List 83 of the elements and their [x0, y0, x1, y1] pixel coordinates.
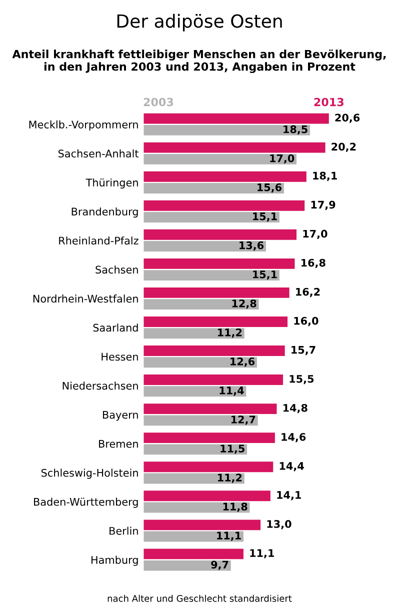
chart-subtitle: Anteil krankhaft fettleibiger Menschen an der Bevölkerung, in den Jahren 2003 und 2013, Angaben in Prozent [12, 49, 386, 74]
data-label: 15,5 [290, 375, 314, 384]
y-tick-label: Baden-Württemberg [34, 498, 138, 508]
y-tick-label: Bayern [102, 410, 138, 421]
y-tick-label: Thüringen [86, 178, 138, 189]
bar [144, 490, 270, 502]
bar [144, 462, 274, 472]
y-tick-label: Nordrhein-Westfalen [33, 294, 138, 303]
data-label: 12,8 [232, 299, 256, 309]
bar [144, 171, 306, 182]
bar [144, 386, 246, 397]
y-tick-label: Rheinland-Pfalz [59, 236, 138, 245]
bar [144, 415, 258, 426]
data-label: 15,7 [292, 346, 316, 356]
data-label: 13,6 [240, 241, 264, 251]
data-label: 20,2 [332, 142, 356, 152]
bar [144, 299, 259, 310]
bar [144, 548, 244, 560]
data-label: 15,1 [253, 212, 277, 222]
data-label: 11,1 [217, 532, 241, 541]
data-label: 18,1 [313, 172, 337, 181]
bar [144, 212, 280, 222]
y-tick-label: Hamburg [92, 556, 138, 566]
y-tick-label: Niedersachsen [62, 382, 138, 390]
data-label: 14,8 [283, 404, 308, 414]
data-label: 12,7 [231, 416, 256, 425]
data-label: 14,1 [277, 491, 301, 500]
data-label: 11,1 [250, 549, 274, 558]
bar [144, 404, 277, 414]
y-tick-label: Mecklb.-Vorpommern [29, 120, 138, 130]
bar [144, 142, 326, 153]
y-tick-label: Berlin [110, 526, 138, 535]
bar [144, 374, 284, 386]
bar [144, 560, 231, 571]
bar [144, 432, 275, 444]
data-label: 14,6 [282, 432, 306, 442]
bar [144, 154, 297, 164]
bar [144, 200, 305, 211]
y-tick-label: Brandenburg [72, 207, 138, 218]
bar [144, 270, 280, 281]
data-label: 11,8 [223, 502, 248, 512]
y-tick-label: Sachsen-Anhalt [58, 149, 139, 158]
data-label: 16,8 [301, 258, 326, 268]
data-label: 16,0 [294, 316, 318, 326]
bar [144, 473, 244, 484]
data-label: 20,6 [335, 114, 360, 123]
series-label: 2003 [144, 98, 174, 106]
bar [144, 182, 284, 194]
y-tick-label: Saarland [93, 324, 138, 332]
data-label: 16,2 [296, 288, 320, 298]
bar [144, 113, 329, 124]
chart-title: Der adipöse Osten [117, 14, 282, 32]
y-tick-label: Schleswig-Holstein [41, 468, 138, 479]
y-tick-label: Bremen [99, 440, 138, 448]
bar [144, 287, 290, 298]
bar [144, 328, 244, 339]
series-label: 2013 [314, 98, 344, 106]
bar [144, 444, 248, 455]
y-tick-label: Sachsen [96, 266, 138, 274]
data-label: 11,2 [218, 328, 242, 338]
data-label: 11,2 [218, 474, 242, 483]
data-label: 9,7 [211, 560, 228, 570]
bar [144, 346, 285, 356]
data-label: 15,1 [253, 270, 277, 280]
bar [144, 316, 288, 327]
bar [144, 241, 266, 252]
data-label: 12,6 [230, 358, 255, 367]
data-label: 15,6 [258, 183, 282, 193]
bar [144, 357, 257, 368]
data-label: 18,5 [284, 125, 308, 135]
data-label: 17,9 [311, 200, 336, 210]
bar [144, 229, 297, 240]
data-label: 11,4 [220, 386, 244, 396]
data-label: 11,5 [220, 444, 244, 454]
data-label: 17,0 [303, 230, 328, 240]
y-tick-label: Hessen [102, 352, 138, 361]
text: nach Alter und Geschlecht standardisiert [108, 594, 292, 602]
bar [144, 520, 261, 530]
bar [144, 124, 310, 136]
data-label: 14,4 [280, 462, 304, 472]
data-label: 17,0 [270, 154, 294, 164]
data-label: 13,0 [267, 520, 292, 530]
bar [144, 258, 295, 269]
